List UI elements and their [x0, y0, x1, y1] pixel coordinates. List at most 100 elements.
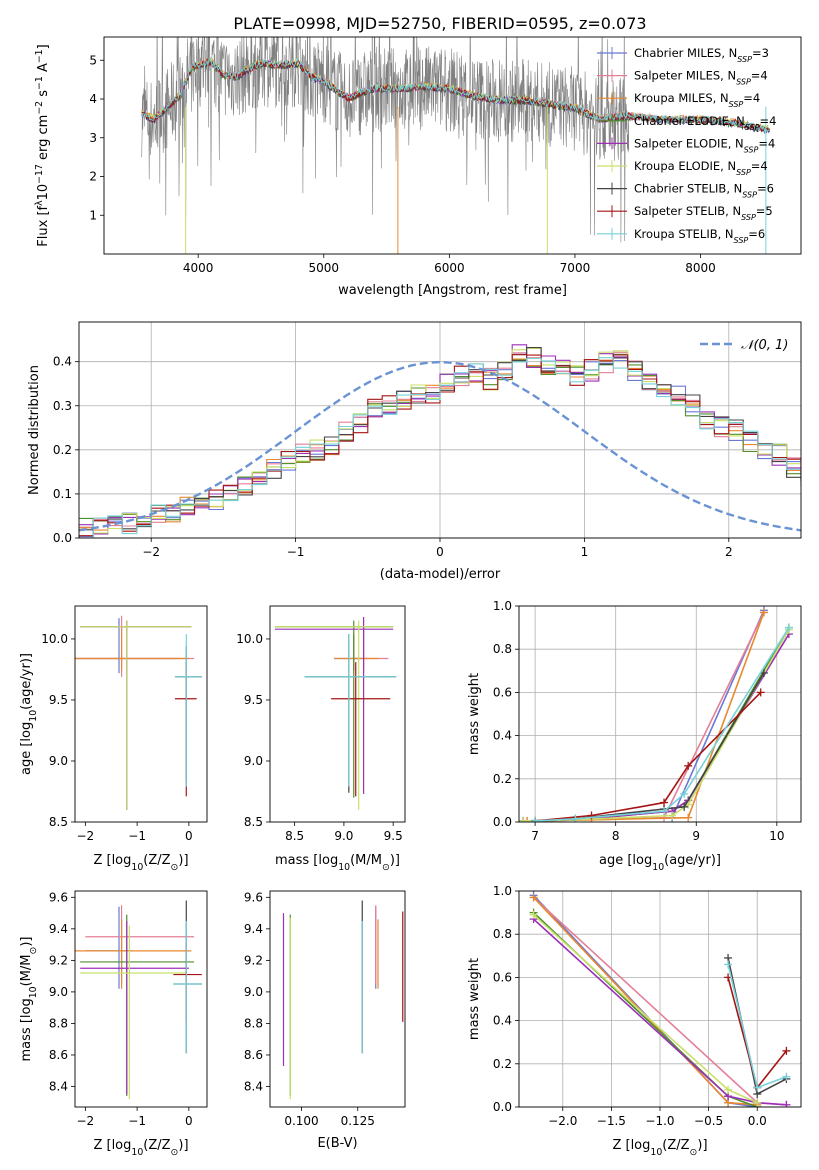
x-tick-label: 0 [436, 545, 444, 559]
figure-title: PLATE=0998, MJD=52750, FIBERID=0595, z=0… [233, 14, 646, 33]
y-tick-label: 8.6 [244, 1048, 263, 1062]
x-axis-label: E(B-V) [317, 1136, 357, 1151]
histogram-lines [79, 344, 801, 538]
y-tick-label: 9.2 [244, 953, 263, 967]
y-tick-label: 0.1 [53, 487, 72, 501]
x-tick-label: 0.125 [341, 1114, 375, 1128]
legend-label: Chabrier MILES, NSSP=3 [634, 46, 769, 64]
y-tick-label: 9.0 [49, 754, 68, 768]
y-tick-label: 9.0 [244, 985, 263, 999]
y-tick-label: 8.6 [49, 1048, 68, 1062]
y-axis-label: Flux [fλ10−17 erg cm−2 s−1 A−1] [34, 44, 52, 246]
legend-label: Kroupa ELODIE, NSSP=4 [634, 159, 768, 177]
legend-label: 𝒩(0, 1) [741, 338, 788, 353]
x-tick-label: 6000 [434, 261, 465, 275]
x-axis-label: mass [log10(M/M⊙)] [275, 853, 400, 873]
y-tick-label: 0.6 [493, 970, 512, 984]
y-tick-label: 0.6 [493, 685, 512, 699]
x-tick-label: 9.5 [384, 829, 403, 843]
x-tick-label: 10 [769, 829, 784, 843]
y-tick-label: 8.4 [244, 1080, 263, 1094]
residuals-panel: −2 −1 0 1 2 0.0 0.1 0.2 0.3 0.4 𝒩(0, 1) (data-model… [27, 321, 802, 582]
x-tick-label: 8 [612, 829, 620, 843]
y-tick-label: 0.0 [53, 531, 72, 545]
spectrum-panel: 4000 5000 6000 7000 8000 1 2 3 4 5 Chabrier MILES,… [34, 36, 802, 298]
y-axis-label: mass [log10(M/M⊙)] [19, 937, 39, 1062]
y-tick-label: 4 [89, 92, 97, 106]
errorbars [75, 900, 202, 1100]
histogram-step [79, 357, 801, 538]
x-tick-label: 9 [692, 829, 700, 843]
x-tick-label: 1 [581, 545, 589, 559]
y-tick-label: 0.8 [493, 927, 512, 941]
errorbars [274, 616, 397, 810]
weight-lines [529, 891, 791, 1107]
y-tick-label: 0.3 [53, 399, 72, 413]
y-tick-label: 3 [89, 131, 97, 145]
mass_vs_Z-panel: −2 −1 0 8.4 8.6 8.8 9.0 9.2 9.4 9.6 Z [log10(Z/Z⊙)… [19, 890, 208, 1158]
spectrum-lines [141, 37, 771, 254]
x-tick-label: 0 [185, 1114, 193, 1128]
x-tick-label: −1.5 [597, 1114, 626, 1128]
x-tick-label: −0.5 [694, 1114, 723, 1128]
x-tick-label: 8.5 [285, 829, 304, 843]
legend-label: Kroupa MILES, NSSP=4 [634, 91, 760, 109]
x-tick-label: 7 [531, 829, 539, 843]
y-tick-label: 9.0 [244, 754, 263, 768]
y-tick-label: 0.8 [493, 642, 512, 656]
legend-label: Kroupa STELIB, NSSP=6 [634, 227, 765, 245]
y-tick-label: 5 [89, 53, 97, 67]
mass_vs_EBV-panel: 0.100 0.125 8.4 8.6 8.8 9.0 9.2 9.4 9.6 E(B-V) [244, 890, 406, 1151]
legend-label: Chabrier ELODIE, NSSP=4 [634, 114, 776, 132]
y-tick-label: 0.0 [493, 815, 512, 829]
y-tick-label: 9.2 [49, 953, 68, 967]
y-tick-label: 8.8 [244, 1016, 263, 1030]
legend-label: Salpeter ELODIE, NSSP=4 [634, 136, 775, 154]
x-tick-label: −2 [142, 545, 160, 559]
x-axis-label: Z [log10(Z/Z⊙)] [93, 1138, 188, 1158]
y-axis-label: Normed distribution [27, 365, 42, 495]
spectrum-model-line [141, 57, 770, 133]
y-tick-label: 0.0 [493, 1100, 512, 1114]
age_vs_mass-panel: 8.5 9.0 9.5 8.5 9.0 9.5 10.0 mass [log10(M/M⊙)] [236, 605, 406, 873]
weight_vs_Z-panel: −2.0 −1.5 −1.0 −0.5 0.0 0.0 0.2 0.4 0.6 0.8 1.0 Z [… [467, 884, 802, 1158]
axes-frame [78, 321, 802, 539]
y-axis-label: mass weight [467, 673, 482, 755]
legend-label: Salpeter STELIB, NSSP=5 [634, 204, 773, 222]
x-tick-label: −1 [287, 545, 305, 559]
weight-lines [519, 606, 793, 822]
x-tick-label: 4000 [183, 261, 214, 275]
y-tick-label: 1.0 [493, 599, 512, 613]
x-tick-label: −1.0 [645, 1114, 674, 1128]
x-tick-label: 0.0 [748, 1114, 767, 1128]
legend-label: Chabrier STELIB, NSSP=6 [634, 182, 774, 200]
errorbars [282, 900, 404, 1100]
y-tick-label: 10.0 [236, 632, 263, 646]
y-tick-label: 1 [89, 208, 97, 222]
weight-line [533, 918, 787, 1106]
x-tick-label: 5000 [309, 261, 340, 275]
axes-frame [518, 890, 802, 1108]
axes-frame [103, 36, 802, 255]
y-tick-label: 9.5 [244, 693, 263, 707]
y-tick-label: 9.0 [49, 985, 68, 999]
gaussian-curve [79, 360, 801, 532]
x-axis-label: age [log10(age/yr)] [599, 853, 721, 873]
y-tick-label: 1.0 [493, 884, 512, 898]
y-tick-label: 0.4 [493, 729, 512, 743]
weight_vs_age-panel: 7 8 9 10 0.0 0.2 0.4 0.6 0.8 1.0 age [log10(age/yr… [467, 599, 802, 873]
y-tick-label: 9.6 [49, 890, 68, 904]
y-tick-label: 0.4 [53, 355, 72, 369]
y-tick-label: 10.0 [41, 632, 68, 646]
y-tick-label: 0.2 [53, 443, 72, 457]
y-tick-label: 8.5 [244, 815, 263, 829]
spectrum-data-line [141, 37, 630, 243]
age_vs_Z-panel: −2 −1 0 8.5 9.0 9.5 10.0 Z [log10(Z/Z⊙)] age [lo… [19, 605, 208, 873]
x-tick-label: −1 [128, 829, 146, 843]
y-tick-label: 9.6 [244, 890, 263, 904]
axes-frame [74, 605, 208, 823]
x-tick-label: 7000 [560, 261, 591, 275]
y-tick-label: 8.8 [49, 1016, 68, 1030]
x-axis-label: (data-model)/error [380, 567, 501, 582]
x-tick-label: −2.0 [548, 1114, 577, 1128]
